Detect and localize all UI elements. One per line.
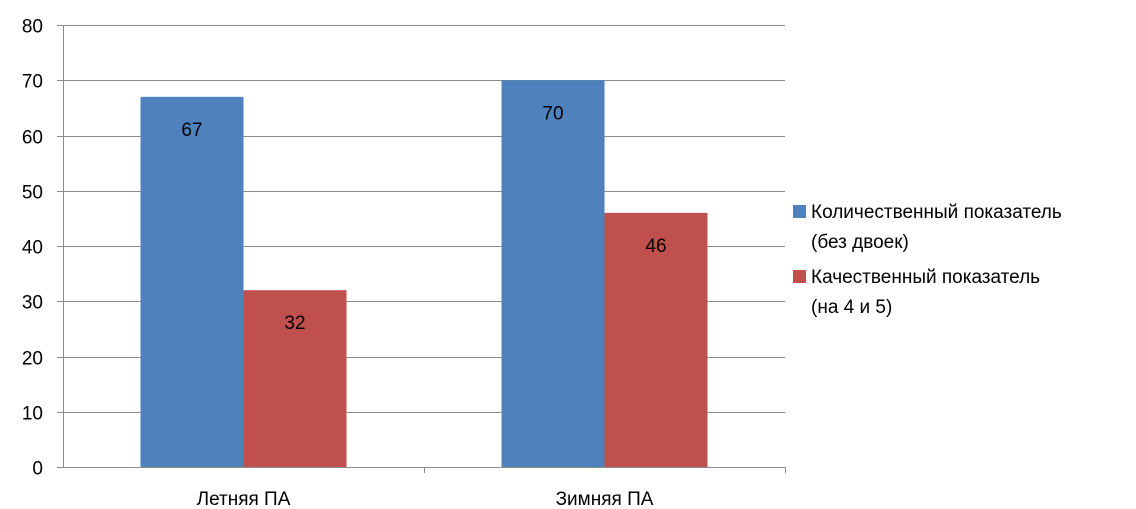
data-labels: 67 32 70 46 xyxy=(181,103,666,334)
data-label: 70 xyxy=(542,103,563,124)
y-tick-label: 10 xyxy=(22,404,43,425)
x-category-label: Летняя ПА xyxy=(197,489,291,509)
legend: Количественный показатель (без двоек) Каче… xyxy=(793,202,1062,318)
y-tick-label: 60 xyxy=(22,128,43,149)
y-tick-label: 70 xyxy=(22,72,43,93)
bar-qualitative xyxy=(243,290,347,467)
legend-label: Количественный показатель xyxy=(811,202,1062,223)
y-tick-label: 0 xyxy=(32,459,43,480)
y-tick-label: 50 xyxy=(22,183,43,204)
data-label: 46 xyxy=(645,236,666,257)
x-category-label: Зимняя ПА xyxy=(556,489,654,509)
legend-label: (без двоек) xyxy=(811,232,909,253)
legend-label: (на 4 и 5) xyxy=(811,297,892,318)
bars xyxy=(140,80,708,467)
y-tick-label: 80 xyxy=(22,17,43,38)
y-tick-label: 20 xyxy=(22,349,43,370)
y-tick-label: 30 xyxy=(22,293,43,314)
legend-swatch xyxy=(793,270,806,283)
bar-qualitative xyxy=(604,212,708,467)
data-label: 32 xyxy=(284,313,305,334)
legend-swatch xyxy=(793,205,806,218)
data-label: 67 xyxy=(181,120,202,141)
legend-label: Качественный показатель xyxy=(811,267,1040,288)
y-tick-label: 40 xyxy=(22,238,43,259)
axes: 0 10 20 30 40 50 60 70 80 Летняя ПА Зимняя ПА xyxy=(22,17,786,509)
bar-quantitative xyxy=(140,96,244,467)
bar-quantitative xyxy=(501,80,605,467)
